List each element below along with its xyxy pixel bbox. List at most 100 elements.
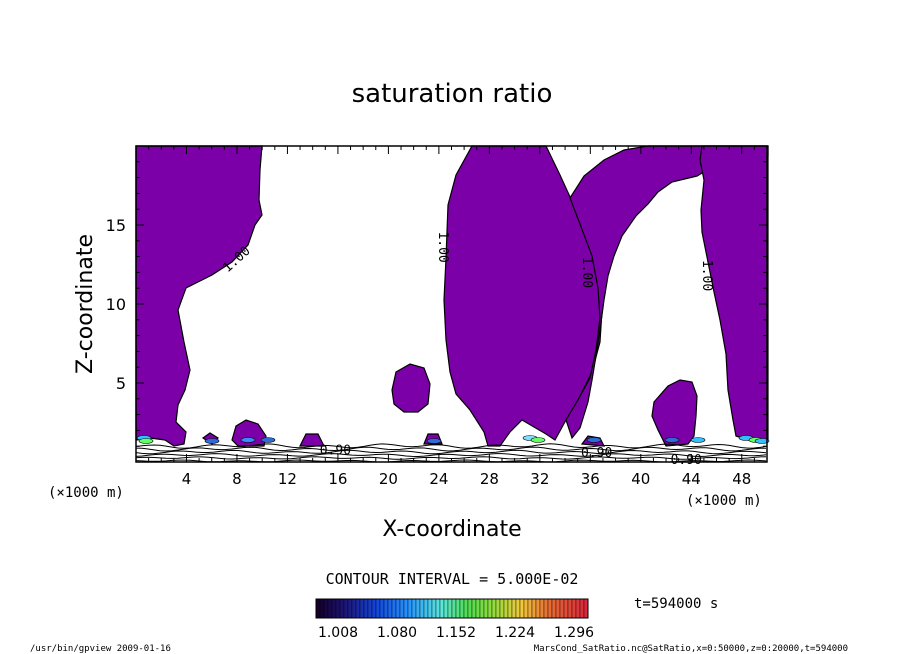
chart-title: saturation ratio	[352, 79, 553, 109]
saturation-spot	[204, 438, 220, 444]
region-left-column	[135, 145, 263, 447]
colorbar-tick-label: 1.296	[554, 625, 594, 641]
x-tick-label: 12	[278, 470, 297, 488]
footer-left: /usr/bin/gpview 2009-01-16	[30, 644, 171, 654]
colorbar-cell	[475, 598, 481, 619]
colorbar-cell	[343, 598, 349, 619]
colorbar-cell	[415, 598, 421, 619]
y-tick-label: 5	[116, 374, 126, 393]
x-unit-label-left: (×1000 m)	[48, 485, 124, 501]
colorbar-tick-label: 1.008	[318, 625, 358, 641]
region-blob-x9	[231, 419, 267, 447]
colorbar-cell	[539, 598, 545, 619]
colorbar-cell	[583, 598, 589, 619]
colorbar-cell	[439, 598, 445, 619]
colorbar-cell	[523, 598, 529, 619]
colorbar-tick-label: 1.152	[436, 625, 476, 641]
colorbar-cell	[547, 598, 553, 619]
x-tick-label: 8	[232, 470, 242, 488]
saturation-spot	[240, 437, 256, 443]
colorbar-cell	[575, 598, 581, 619]
footer-right: MarsCond_SatRatio.nc@SatRatio,x=0:50000,…	[534, 644, 848, 654]
x-tick-label: 24	[429, 470, 448, 488]
x-tick-label: 28	[480, 470, 499, 488]
surface-contour-line	[135, 453, 767, 458]
colorbar-cell	[403, 598, 409, 619]
colorbar-cell	[323, 598, 329, 619]
colorbar-cell	[551, 598, 557, 619]
colorbar-cell	[355, 598, 361, 619]
colorbar-cell	[515, 598, 521, 619]
colorbar-cell	[359, 598, 365, 619]
colorbar-cell	[367, 598, 373, 619]
x-tick-label: 32	[530, 470, 549, 488]
colorbar-cell	[579, 598, 585, 619]
contour-label: 0.90	[320, 443, 351, 458]
colorbar-cell	[527, 598, 533, 619]
region-blob-x43	[651, 379, 698, 447]
colorbar-cell	[531, 598, 537, 619]
colorbar-cell	[463, 598, 469, 619]
colorbar-ticks: 1.008 1.080 1.152 1.224 1.296	[318, 625, 594, 641]
colorbar-cell	[351, 598, 357, 619]
colorbar-cell	[511, 598, 517, 619]
x-tick-label: 36	[581, 470, 600, 488]
colorbar-cell	[479, 598, 485, 619]
colorbar-cell	[411, 598, 417, 619]
colorbar-cell	[379, 598, 385, 619]
colorbar-cell	[315, 598, 321, 619]
colorbar-cell	[571, 598, 577, 619]
region-center-right-column	[565, 145, 769, 440]
surface-contour-line	[135, 449, 767, 455]
colorbar-cell	[327, 598, 333, 619]
colorbar-cell	[483, 598, 489, 619]
x-axis-label: X-coordinate	[382, 517, 521, 542]
saturation-spot	[690, 437, 706, 443]
y-tick-label: 15	[106, 216, 126, 235]
contour-label: 1.00	[435, 231, 450, 262]
region-blob-x22	[391, 363, 431, 413]
colorbar-cell	[487, 598, 493, 619]
subsaturated-regions	[135, 145, 769, 447]
y-axis-ticks: 5 10 15	[106, 161, 767, 447]
x-tick-label: 20	[379, 470, 398, 488]
colorbar-cell	[519, 598, 525, 619]
colorbar-cell	[435, 598, 441, 619]
contour-label: 0.90	[671, 453, 702, 468]
time-label: t=594000 s	[634, 596, 718, 612]
colorbar-cell	[419, 598, 425, 619]
saturation-spot	[586, 437, 602, 443]
contour-interval-text: CONTOUR INTERVAL = 5.000E-02	[326, 570, 579, 588]
colorbar-cell	[567, 598, 573, 619]
surface-contour-line	[135, 446, 766, 452]
colorbar-cell	[391, 598, 397, 619]
colorbar-cell	[387, 598, 393, 619]
colorbar-cell	[543, 598, 549, 619]
near-surface-contours	[135, 435, 770, 463]
colorbar-cell	[563, 598, 569, 619]
colorbar-cell	[331, 598, 337, 619]
contour-label: 1.00	[699, 260, 714, 291]
x-tick-label: 44	[682, 470, 701, 488]
colorbar-cell	[383, 598, 389, 619]
colorbar-cell	[471, 598, 477, 619]
colorbar-tick-label: 1.224	[495, 625, 535, 641]
x-tick-label: 4	[182, 470, 192, 488]
saturation-spot	[530, 437, 546, 443]
colorbar-cell	[459, 598, 465, 619]
colorbar-cell	[407, 598, 413, 619]
colorbar-cell	[491, 598, 497, 619]
colorbar-cell	[559, 598, 565, 619]
colorbar-cell	[371, 598, 377, 619]
colorbar-cell	[319, 598, 325, 619]
colorbar-cell	[339, 598, 345, 619]
y-axis-label: Z-coordinate	[73, 234, 98, 374]
colorbar-cell	[335, 598, 341, 619]
y-tick-label: 10	[106, 295, 126, 314]
colorbar-cell	[503, 598, 509, 619]
saturation-spot	[260, 437, 276, 443]
colorbar-frame	[315, 598, 589, 619]
colorbar-cell	[467, 598, 473, 619]
saturation-spot	[754, 438, 770, 444]
